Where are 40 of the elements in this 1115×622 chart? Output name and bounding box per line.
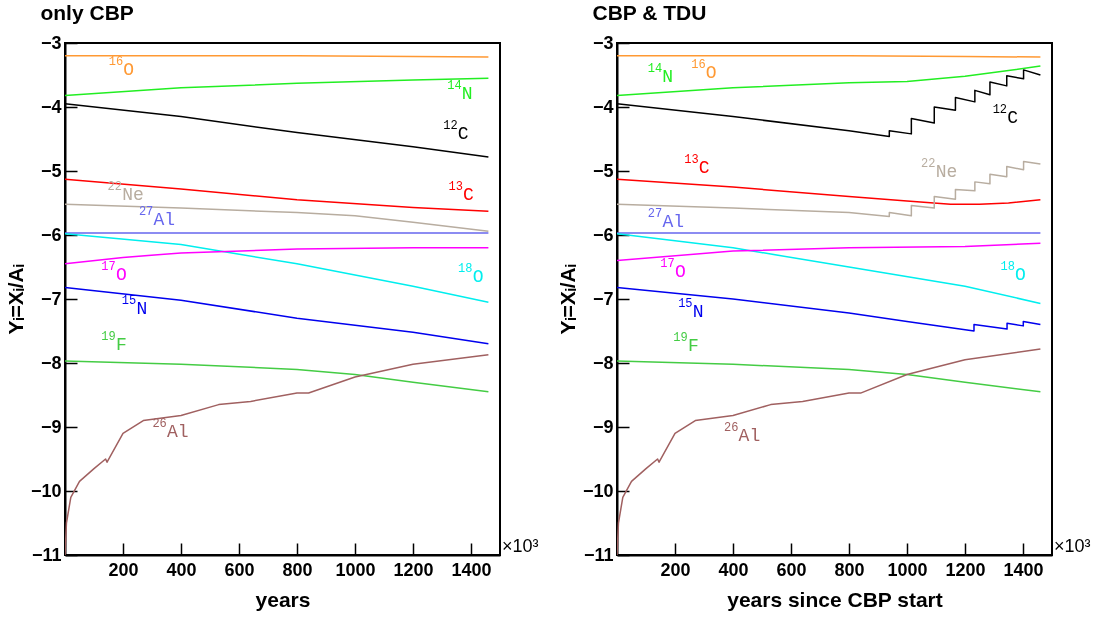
x-tick-label: 1000 [887,559,928,580]
x-tick-label: 200 [660,559,691,580]
y-axis-title: Yᵢ=Xᵢ/Aᵢ [555,264,579,335]
x-tick-label: 400 [166,559,197,580]
y-tick-label: −8 [592,352,614,373]
y-tick-label: −10 [30,480,62,501]
x-tick-label: 600 [224,559,255,580]
x-tick-label: 200 [108,559,139,580]
y-tick-label: −5 [592,160,614,181]
y-tick-label: −9 [592,416,614,437]
x-tick-label: 1200 [945,559,986,580]
chart-title: only CBP [40,1,134,24]
text: ×10³ [502,536,539,556]
x-tick-label: 800 [834,559,865,580]
x-tick-label: 600 [776,559,807,580]
y-tick-label: −7 [592,288,614,309]
x-axis-title: years since CBP start [727,587,943,611]
x-axis-title: years [255,587,311,611]
y-tick-label: −11 [583,544,614,565]
x-tick-label: 1200 [393,559,434,580]
y-tick-label: −10 [582,480,614,501]
y-tick-label: −6 [592,224,614,245]
y-tick-label: −4 [592,96,614,117]
x-tick-label: 1400 [1003,559,1044,580]
x-tick-label: 800 [282,559,313,580]
y-tick-label: −11 [31,544,62,565]
text: ×10³ [1054,536,1091,556]
y-tick-label: −7 [40,288,62,309]
y-tick-label: −3 [592,32,614,53]
y-tick-label: −8 [40,352,62,373]
x-tick-label: 400 [718,559,749,580]
y-tick-label: −6 [40,224,62,245]
x-tick-label: 1400 [451,559,492,580]
y-tick-label: −9 [40,416,62,437]
y-tick-label: −3 [40,32,62,53]
y-tick-label: −5 [40,160,62,181]
y-tick-label: −4 [40,96,62,117]
x-tick-label: 1000 [335,559,376,580]
chart-title: CBP & TDU [592,1,707,24]
y-axis-title: Yᵢ=Xᵢ/Aᵢ [3,264,27,335]
